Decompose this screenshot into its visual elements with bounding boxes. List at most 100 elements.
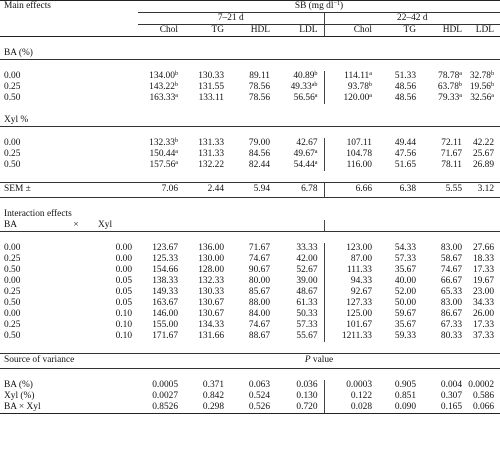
gap-6 bbox=[0, 198, 500, 210]
significance-letter: b bbox=[368, 80, 372, 88]
cell-value: 155.00 bbox=[152, 319, 178, 330]
row-label: SEM ± bbox=[0, 182, 138, 198]
cell-number: 107.11 bbox=[346, 137, 372, 148]
header-row-2: 7–21 d 22–42 d bbox=[0, 12, 500, 25]
cell-value: 0.063 bbox=[248, 379, 270, 390]
cell-value: 130.67 bbox=[198, 308, 224, 319]
cell-value: 125.00 bbox=[323, 309, 378, 320]
cell-value: 88.67 bbox=[248, 330, 270, 341]
cell-value: 6.78 bbox=[276, 182, 324, 198]
cell-value: 74.67 bbox=[248, 319, 270, 330]
significance-letter: ab bbox=[311, 80, 318, 88]
cell-value: 3.12 bbox=[468, 182, 500, 198]
interaction-xyl-value: 0.10 bbox=[115, 330, 132, 341]
gap-7 bbox=[0, 232, 500, 244]
cell-value: 143.22b bbox=[138, 81, 184, 93]
cell-value: 111.33 bbox=[323, 265, 378, 276]
interaction-row: 0.50 0.10 171.67 131.66 88.67 55.67 1211.33 59.… bbox=[0, 331, 500, 342]
row-label: 0.00 bbox=[4, 137, 21, 148]
cell-value: 85.67 bbox=[248, 286, 270, 297]
interaction-xyl-value: 0.05 bbox=[115, 286, 132, 297]
variance-title: Source of variance bbox=[0, 353, 138, 369]
cell-number: 51.33 bbox=[394, 70, 416, 81]
interaction-title-row: Interaction effects bbox=[0, 209, 500, 220]
significance-letter: b bbox=[490, 69, 495, 77]
cell-value: 0.842 bbox=[202, 390, 224, 401]
cell-number: 42.22 bbox=[472, 137, 495, 148]
cell-value: 0.028 bbox=[323, 402, 378, 414]
cell-value: 63.78b bbox=[422, 80, 468, 93]
cell-number: 51.65 bbox=[394, 159, 416, 170]
cell-value: 17.33 bbox=[472, 319, 495, 330]
interaction-row: 0.00 0.05 138.33 132.33 80.00 39.00 94.33 40.00… bbox=[0, 276, 500, 287]
sb-unit-text: SB (mg dl bbox=[294, 0, 334, 11]
cell-value: 0.8526 bbox=[138, 402, 184, 414]
cell-value: 0.526 bbox=[230, 402, 276, 414]
cell-value: 0.720 bbox=[276, 402, 324, 414]
cell-value: 40.89b bbox=[276, 69, 324, 82]
cell-value: 42.22 bbox=[468, 138, 500, 149]
cell-value: 131.33 bbox=[184, 138, 230, 149]
cell-value: 130.33 bbox=[184, 71, 230, 82]
cell-value: 18.33 bbox=[472, 253, 495, 264]
cell-value: 35.67 bbox=[394, 319, 416, 330]
cell-number: 79.33 bbox=[438, 92, 460, 103]
row-label: 0.25 bbox=[4, 148, 21, 159]
interaction-ba-value: 0.50 bbox=[4, 297, 21, 308]
significance-letter: a bbox=[491, 91, 495, 99]
significance-letter: a bbox=[175, 91, 178, 99]
column-header-tg-p1: TG bbox=[184, 24, 230, 37]
cell-value: 154.66 bbox=[152, 264, 178, 275]
gap-2 bbox=[0, 60, 500, 72]
cell-value: 84.56 bbox=[230, 149, 276, 160]
cell-value: 0.130 bbox=[296, 390, 318, 401]
cell-number: 163.33 bbox=[149, 92, 176, 103]
cell-number: 56.56 bbox=[293, 92, 315, 103]
cell-value: 39.00 bbox=[296, 275, 318, 286]
interaction-xyl-label: Xyl bbox=[94, 220, 138, 232]
header-row-1: Main effects SB (mg dl−1) bbox=[0, 0, 500, 13]
cell-value: 0.524 bbox=[248, 390, 270, 401]
ba-section-title-row: BA (%) bbox=[0, 48, 500, 60]
cell-value: 50.00 bbox=[394, 297, 416, 308]
cell-value: 0.851 bbox=[394, 390, 416, 401]
cell-number: 42.67 bbox=[296, 137, 318, 148]
cell-number: 131.55 bbox=[198, 81, 224, 92]
cell-value: 80.33 bbox=[440, 330, 462, 341]
significance-letter: a bbox=[314, 147, 318, 155]
interaction-xyl-value: 0.00 bbox=[115, 242, 132, 253]
significance-letter: b bbox=[314, 69, 318, 77]
cell-value: 130.67 bbox=[198, 297, 224, 308]
cell-number: 79.00 bbox=[248, 137, 270, 148]
cell-value: 65.33 bbox=[440, 286, 462, 297]
cell-value: 131.66 bbox=[198, 330, 224, 341]
cell-number: 54.44 bbox=[293, 159, 315, 170]
cell-number: 93.78 bbox=[347, 81, 369, 92]
cell-value: 57.33 bbox=[296, 319, 318, 330]
cell-value: 86.67 bbox=[440, 308, 462, 319]
cell-value: 5.55 bbox=[422, 182, 468, 198]
interaction-ba-label: BA bbox=[0, 220, 58, 232]
row-label: 0.25 bbox=[4, 81, 21, 92]
cell-value: 74.67 bbox=[248, 253, 270, 264]
cell-value: 78.78a bbox=[422, 70, 468, 82]
cell-value: 128.00 bbox=[198, 264, 224, 275]
interaction-ba-value: 0.00 bbox=[4, 308, 21, 319]
results-table: Main effects SB (mg dl−1) 7–21 d 22–42 d… bbox=[0, 0, 500, 414]
variance-row: BA (%) 0.0005 0.371 0.063 0.036 0.0003 0.905 0.… bbox=[0, 380, 500, 391]
cell-number: 134.00 bbox=[149, 70, 175, 81]
cell-number: 26.89 bbox=[472, 159, 495, 170]
cell-number: 19.56 bbox=[469, 81, 491, 92]
sb-unit-close: ) bbox=[340, 0, 344, 11]
sb-unit-heading: SB (mg dl−1) bbox=[138, 0, 500, 13]
row-label: 0.50 bbox=[4, 92, 21, 103]
cell-value: 79.33a bbox=[422, 92, 468, 104]
gap-3 bbox=[0, 104, 500, 115]
cell-value: 49.67a bbox=[276, 147, 324, 160]
significance-letter: b bbox=[458, 80, 462, 88]
cell-value: 54.33 bbox=[394, 242, 416, 253]
xyl-row: 0.50 157.56a 132.22 82.44 54.44a 116.00 51.65 7… bbox=[0, 159, 500, 171]
interaction-row: 0.25 0.10 155.00 134.33 74.67 57.33 101.67 35.6… bbox=[0, 320, 500, 331]
cell-value: 47.56 bbox=[378, 149, 422, 160]
cell-value: 78.56 bbox=[230, 93, 276, 104]
